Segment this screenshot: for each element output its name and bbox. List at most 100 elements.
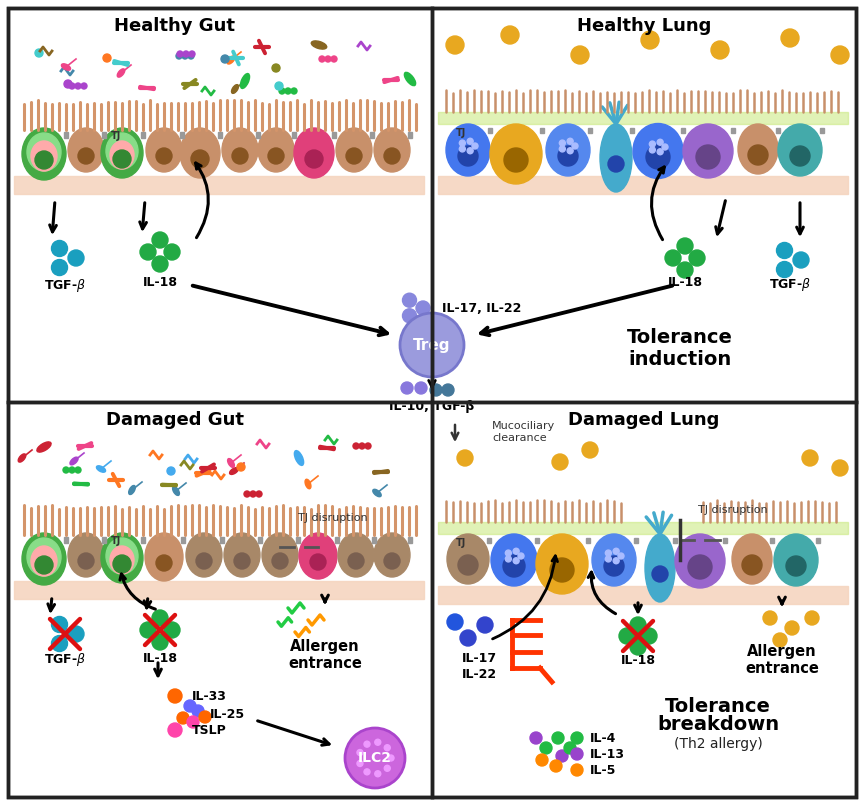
Bar (292, 132, 296, 138)
Ellipse shape (222, 128, 258, 172)
Circle shape (662, 144, 668, 150)
Circle shape (256, 491, 262, 497)
Ellipse shape (295, 451, 303, 465)
Circle shape (505, 550, 511, 556)
Circle shape (35, 49, 43, 57)
Ellipse shape (68, 128, 104, 172)
Circle shape (52, 635, 67, 651)
Ellipse shape (774, 534, 818, 586)
Circle shape (430, 384, 442, 396)
Circle shape (742, 555, 762, 575)
Circle shape (458, 555, 478, 575)
Circle shape (275, 82, 283, 90)
Circle shape (618, 553, 624, 559)
Circle shape (152, 256, 168, 272)
Bar (634, 538, 638, 543)
Bar (372, 537, 376, 543)
Bar (681, 128, 685, 133)
Circle shape (790, 146, 810, 166)
Circle shape (35, 556, 53, 574)
Circle shape (658, 139, 664, 145)
Ellipse shape (173, 486, 180, 495)
Circle shape (630, 617, 646, 633)
Text: Allergen
entrance: Allergen entrance (288, 639, 362, 671)
Circle shape (773, 633, 787, 647)
Bar (816, 538, 820, 543)
Circle shape (63, 467, 69, 473)
Bar (64, 537, 68, 543)
Circle shape (103, 54, 111, 62)
Ellipse shape (106, 133, 138, 169)
Circle shape (415, 382, 427, 394)
Circle shape (52, 259, 67, 275)
Circle shape (630, 639, 646, 655)
Circle shape (763, 611, 777, 625)
Ellipse shape (110, 546, 134, 574)
Circle shape (234, 553, 250, 569)
Circle shape (518, 553, 524, 559)
Circle shape (748, 145, 768, 165)
Circle shape (641, 628, 657, 644)
Circle shape (571, 748, 583, 760)
Circle shape (152, 634, 168, 650)
Circle shape (325, 56, 331, 62)
Text: IL-17: IL-17 (462, 651, 497, 664)
Circle shape (571, 46, 589, 64)
Text: TJ disruption: TJ disruption (698, 505, 767, 515)
Ellipse shape (22, 128, 66, 180)
Bar (723, 538, 727, 543)
Circle shape (167, 467, 175, 475)
Ellipse shape (27, 538, 61, 576)
Circle shape (168, 689, 182, 703)
Circle shape (677, 238, 693, 254)
Circle shape (191, 150, 209, 168)
Circle shape (75, 83, 81, 89)
Circle shape (641, 31, 659, 49)
Bar (438, 522, 848, 534)
Circle shape (364, 741, 370, 747)
Circle shape (348, 553, 364, 569)
Circle shape (272, 553, 288, 569)
Text: Damaged Gut: Damaged Gut (106, 411, 244, 429)
Ellipse shape (336, 128, 372, 172)
Ellipse shape (97, 466, 105, 473)
Circle shape (552, 454, 568, 470)
Bar (335, 537, 339, 543)
Bar (438, 586, 848, 604)
Bar (220, 537, 224, 543)
Circle shape (375, 739, 381, 745)
Circle shape (152, 232, 168, 248)
Circle shape (785, 621, 799, 635)
Circle shape (458, 146, 478, 166)
Text: Tolerance: Tolerance (665, 696, 771, 716)
Bar (64, 132, 68, 138)
Text: TJ: TJ (456, 128, 467, 138)
Ellipse shape (70, 457, 78, 464)
Circle shape (69, 83, 75, 89)
Circle shape (696, 145, 720, 169)
Circle shape (365, 443, 371, 449)
Ellipse shape (224, 533, 260, 577)
Circle shape (52, 617, 67, 633)
Circle shape (199, 711, 211, 723)
Circle shape (646, 145, 670, 169)
Ellipse shape (404, 72, 416, 85)
Bar (731, 128, 735, 133)
Bar (586, 538, 590, 543)
Circle shape (658, 149, 664, 155)
Circle shape (357, 761, 363, 766)
Text: Damaged Lung: Damaged Lung (569, 411, 720, 429)
Circle shape (168, 723, 182, 737)
Circle shape (331, 56, 337, 62)
Text: Allergen
entrance: Allergen entrance (745, 644, 819, 676)
Ellipse shape (27, 133, 61, 171)
Circle shape (832, 460, 848, 476)
Circle shape (250, 491, 256, 497)
Circle shape (446, 36, 464, 54)
Bar (588, 128, 592, 133)
Bar (102, 537, 106, 543)
Circle shape (75, 467, 81, 473)
Ellipse shape (22, 533, 66, 585)
Circle shape (688, 555, 712, 579)
Circle shape (558, 146, 578, 166)
